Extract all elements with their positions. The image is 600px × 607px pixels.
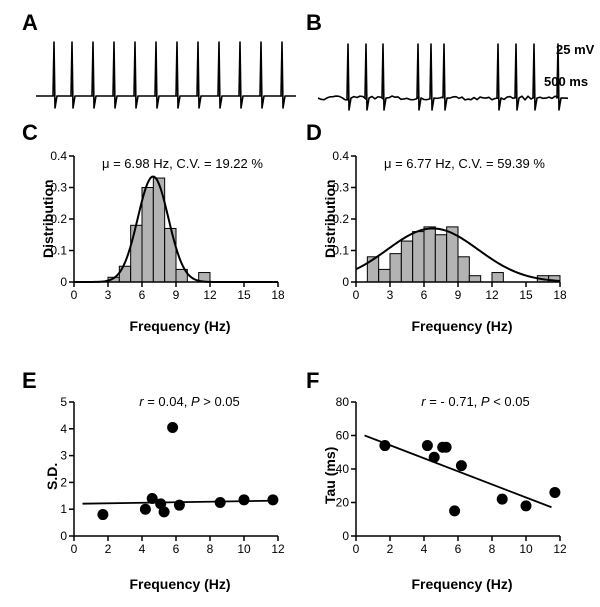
svg-text:4: 4 xyxy=(60,422,67,436)
svg-text:0: 0 xyxy=(71,288,78,302)
svg-text:8: 8 xyxy=(489,542,496,556)
svg-text:4: 4 xyxy=(421,542,428,556)
svg-text:r = 0.04, P > 0.05: r = 0.04, P > 0.05 xyxy=(139,394,239,409)
svg-text:12: 12 xyxy=(485,288,499,302)
scatter-f: 024681012020406080r = - 0.71, P < 0.05 xyxy=(330,392,566,570)
svg-text:10: 10 xyxy=(237,542,251,556)
svg-text:3: 3 xyxy=(105,288,112,302)
svg-text:15: 15 xyxy=(519,288,533,302)
stats-d: μ = 6.77 Hz, C.V. = 59.39 % xyxy=(384,156,545,171)
svg-text:80: 80 xyxy=(336,395,350,409)
svg-text:12: 12 xyxy=(203,288,217,302)
xlabel-c: Frequency (Hz) xyxy=(120,318,240,334)
panel-label-a: A xyxy=(22,10,38,36)
svg-text:18: 18 xyxy=(553,288,566,302)
svg-text:18: 18 xyxy=(271,288,284,302)
svg-text:5: 5 xyxy=(60,395,67,409)
xlabel-f: Frequency (Hz) xyxy=(402,576,522,592)
svg-text:8: 8 xyxy=(207,542,214,556)
scatter-e: 024681012012345r = 0.04, P > 0.05 xyxy=(48,392,284,570)
svg-text:6: 6 xyxy=(421,288,428,302)
histogram-c: 036912151800.10.20.30.4 xyxy=(48,150,284,316)
svg-text:3: 3 xyxy=(387,288,394,302)
svg-text:10: 10 xyxy=(519,542,533,556)
svg-text:0: 0 xyxy=(353,288,360,302)
svg-text:0.4: 0.4 xyxy=(50,150,67,163)
svg-text:2: 2 xyxy=(387,542,394,556)
svg-text:6: 6 xyxy=(139,288,146,302)
svg-text:0: 0 xyxy=(353,542,360,556)
svg-text:2: 2 xyxy=(60,475,67,489)
svg-text:12: 12 xyxy=(553,542,566,556)
svg-text:0: 0 xyxy=(342,275,349,289)
trace-b xyxy=(318,36,568,116)
histogram-d: 036912151800.10.20.30.4 xyxy=(330,150,566,316)
svg-text:9: 9 xyxy=(173,288,180,302)
panel-label-b: B xyxy=(306,10,322,36)
svg-text:0: 0 xyxy=(60,275,67,289)
svg-text:9: 9 xyxy=(455,288,462,302)
svg-text:0: 0 xyxy=(71,542,78,556)
svg-text:60: 60 xyxy=(336,429,350,443)
svg-text:0.4: 0.4 xyxy=(332,150,349,163)
panel-label-d: D xyxy=(306,120,322,146)
stats-c: μ = 6.98 Hz, C.V. = 19.22 % xyxy=(102,156,263,171)
panel-label-e: E xyxy=(22,368,37,394)
svg-text:1: 1 xyxy=(60,502,67,516)
panel-label-f: F xyxy=(306,368,319,394)
svg-text:12: 12 xyxy=(271,542,284,556)
svg-text:0: 0 xyxy=(60,529,67,543)
figure-root: { "labels": { "A": "A", "B": "B", "C": "… xyxy=(0,0,600,607)
svg-text:3: 3 xyxy=(60,449,67,463)
svg-text:4: 4 xyxy=(139,542,146,556)
ylabel-e: S.D. xyxy=(44,463,60,490)
trace-a xyxy=(36,36,296,116)
svg-text:0: 0 xyxy=(342,529,349,543)
ylabel-c: Distribution xyxy=(40,179,56,258)
svg-text:6: 6 xyxy=(173,542,180,556)
svg-text:r = - 0.71, P < 0.05: r = - 0.71, P < 0.05 xyxy=(421,394,529,409)
svg-text:2: 2 xyxy=(105,542,112,556)
panel-label-c: C xyxy=(22,120,38,146)
xlabel-e: Frequency (Hz) xyxy=(120,576,240,592)
ylabel-f: Tau (ms) xyxy=(322,447,338,504)
svg-text:15: 15 xyxy=(237,288,251,302)
xlabel-d: Frequency (Hz) xyxy=(402,318,522,334)
svg-text:6: 6 xyxy=(455,542,462,556)
ylabel-d: Distribution xyxy=(322,179,338,258)
